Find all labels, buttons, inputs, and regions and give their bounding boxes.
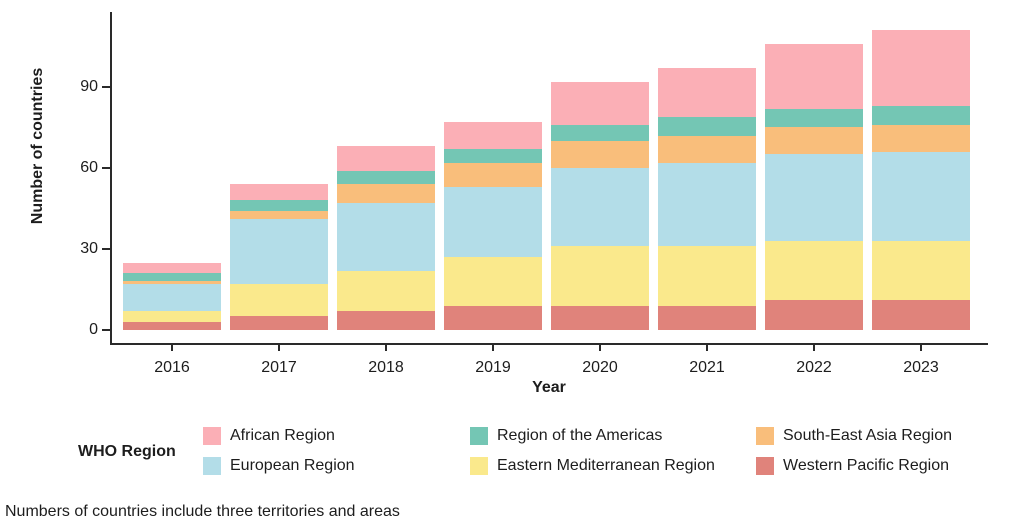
bar-segment — [765, 127, 863, 155]
bar-segment — [230, 200, 328, 212]
x-tick-label: 2016 — [154, 359, 190, 376]
bar-segment — [872, 105, 970, 125]
x-axis-tick — [385, 344, 387, 351]
bar-segment — [337, 311, 435, 330]
x-tick-label: 2022 — [796, 359, 832, 376]
bar-segment — [658, 246, 756, 306]
bar-segment — [444, 305, 542, 330]
chart-caption: Numbers of countries include three terri… — [5, 503, 400, 520]
bar-segment — [658, 135, 756, 163]
x-axis-tick — [492, 344, 494, 351]
y-tick-label: 90 — [80, 78, 98, 95]
bar-segment — [872, 240, 970, 301]
bar-segment — [123, 281, 221, 285]
legend-swatch-african-region — [203, 427, 221, 445]
y-axis-tick — [102, 248, 110, 250]
x-axis-tick — [599, 344, 601, 351]
legend-swatch-western-pacific-region — [756, 457, 774, 475]
x-tick-label: 2023 — [903, 359, 939, 376]
bar-segment — [551, 124, 649, 141]
bar-2016 — [123, 262, 221, 331]
x-tick-label: 2019 — [475, 359, 511, 376]
bar-segment — [551, 140, 649, 168]
bar-segment — [123, 284, 221, 312]
bar-segment — [765, 108, 863, 128]
legend-label-south-east-asia-region: South-East Asia Region — [783, 427, 952, 444]
legend-label-eastern-mediterranean-region: Eastern Mediterranean Region — [497, 457, 715, 474]
bar-2021 — [658, 68, 756, 330]
bar-segment — [551, 305, 649, 330]
y-tick-label: 0 — [89, 321, 98, 338]
bar-segment — [658, 116, 756, 136]
bar-segment — [658, 305, 756, 330]
plot-area: 0 30 60 90 2016 2017 2018 2019 2020 2021 2022 2023 — [80, 12, 988, 376]
bar-segment — [872, 124, 970, 152]
bar-2022 — [765, 43, 863, 330]
x-tick-label: 2017 — [261, 359, 297, 376]
legend-label-region-of-the-americas: Region of the Americas — [497, 427, 663, 444]
bar-segment — [337, 270, 435, 312]
x-axis-tick — [171, 344, 173, 351]
bar-segment — [230, 284, 328, 317]
y-axis-line — [110, 12, 112, 345]
bar-segment — [230, 316, 328, 330]
x-axis-line — [110, 343, 988, 345]
bar-segment — [444, 122, 542, 150]
bar-segment — [658, 68, 756, 117]
bar-segment — [337, 146, 435, 171]
y-axis-tick — [102, 86, 110, 88]
bar-segment — [337, 203, 435, 271]
y-tick-label: 30 — [80, 240, 98, 257]
legend-swatch-south-east-asia-region — [756, 427, 774, 445]
bar-segment — [872, 300, 970, 330]
bar-segment — [444, 186, 542, 258]
legend-swatch-region-of-the-americas — [470, 427, 488, 445]
legend-label-western-pacific-region: Western Pacific Region — [783, 457, 949, 474]
x-axis-tick — [920, 344, 922, 351]
legend-swatch-european-region — [203, 457, 221, 475]
legend-label-european-region: European Region — [230, 457, 355, 474]
legend-label-african-region: African Region — [230, 427, 335, 444]
bar-segment — [765, 300, 863, 330]
y-axis-tick — [102, 167, 110, 169]
bar-segment — [444, 149, 542, 163]
bar-2017 — [230, 184, 328, 330]
bar-segment — [230, 211, 328, 220]
bar-segment — [230, 184, 328, 201]
bar-segment — [872, 151, 970, 241]
y-axis-tick — [102, 329, 110, 331]
x-axis-tick — [813, 344, 815, 351]
bar-segment — [123, 321, 221, 330]
bar-segment — [444, 162, 542, 187]
bar-segment — [551, 246, 649, 306]
legend-title: WHO Region — [78, 443, 176, 460]
x-tick-label: 2020 — [582, 359, 618, 376]
bar-segment — [123, 262, 221, 274]
legend-swatch-eastern-mediterranean-region — [470, 457, 488, 475]
bar-segment — [444, 257, 542, 306]
bar-2018 — [337, 146, 435, 330]
bar-segment — [658, 162, 756, 247]
bar-segment — [123, 273, 221, 282]
bar-segment — [123, 311, 221, 322]
x-axis-title: Year — [532, 379, 566, 396]
bar-segment — [230, 219, 328, 285]
bar-2020 — [551, 81, 649, 330]
bar-2019 — [444, 122, 542, 330]
x-axis-tick — [706, 344, 708, 351]
bar-segment — [765, 240, 863, 301]
bar-segment — [337, 184, 435, 204]
bar-segment — [551, 81, 649, 125]
bar-segment — [765, 154, 863, 241]
bar-2023 — [872, 30, 970, 330]
bar-segment — [551, 167, 649, 247]
x-axis-tick — [278, 344, 280, 351]
bar-segment — [765, 43, 863, 109]
x-tick-label: 2021 — [689, 359, 725, 376]
x-tick-label: 2018 — [368, 359, 404, 376]
bar-segment — [872, 30, 970, 106]
y-tick-label: 60 — [80, 159, 98, 176]
bar-segment — [337, 170, 435, 185]
